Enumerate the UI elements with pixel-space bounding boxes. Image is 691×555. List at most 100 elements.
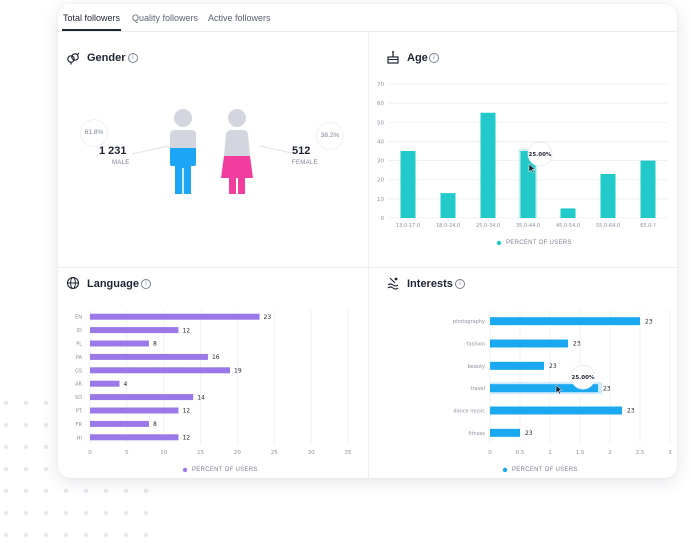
language-info-icon[interactable]: i <box>141 279 151 289</box>
age-y-tick: 50 <box>377 120 384 126</box>
language-x-tick: 35 <box>345 450 352 456</box>
interests-x-tick: 3 <box>668 450 672 456</box>
language-bar[interactable] <box>90 407 179 414</box>
age-tooltip-value: 25.00% <box>529 152 552 158</box>
female-label: FEMALE <box>292 160 318 166</box>
language-value-label: 12 <box>182 408 190 415</box>
language-bar[interactable] <box>90 394 194 401</box>
interests-value-label: 23 <box>645 318 653 325</box>
age-y-tick: 40 <box>377 139 384 145</box>
age-bar[interactable] <box>400 151 416 218</box>
language-x-tick: 25 <box>271 450 278 456</box>
age-bar[interactable] <box>600 173 616 218</box>
interests-bar[interactable] <box>490 361 544 370</box>
language-bar[interactable] <box>90 353 208 360</box>
language-bar[interactable] <box>90 434 179 441</box>
male-count: 1 231 <box>99 145 127 157</box>
language-category-label: FR <box>76 422 83 428</box>
language-bar[interactable] <box>90 420 149 427</box>
interests-x-tick: 2.5 <box>636 450 645 456</box>
language-value-label: 4 <box>123 381 127 388</box>
interests-bar[interactable] <box>490 339 568 348</box>
age-x-tick: 35.0-44.0 <box>516 223 540 229</box>
cursor-icon <box>528 163 536 174</box>
language-legend-dot <box>182 467 188 473</box>
active-tab-indicator <box>62 29 121 31</box>
interests-tooltip-value: 25.00% <box>572 375 595 381</box>
female-connector-line <box>260 145 296 155</box>
interests-value-label: 23 <box>525 430 533 437</box>
cake-icon <box>387 51 399 64</box>
language-value-label: 8 <box>153 421 157 428</box>
female-count: 512 <box>292 145 311 157</box>
age-x-tick: 25.0-34.0 <box>476 223 500 229</box>
interests-bar[interactable] <box>490 317 640 326</box>
followers-analytics-card: Total followers Quality followers Active… <box>58 4 677 478</box>
interests-legend-label: PERCENT OF USERS <box>512 467 578 473</box>
age-bar[interactable] <box>440 193 456 218</box>
language-x-tick: 5 <box>125 450 129 456</box>
language-x-tick: 15 <box>197 450 204 456</box>
language-legend-label: PERCENT OF USERS <box>192 467 258 473</box>
age-bar[interactable] <box>560 208 576 218</box>
interests-legend-dot <box>502 467 508 473</box>
gender-info-icon[interactable]: i <box>128 53 138 63</box>
followers-tabs: Total followers Quality followers Active… <box>58 4 677 32</box>
age-bar[interactable] <box>480 112 496 218</box>
age-x-tick: 18.0-24.0 <box>436 223 460 229</box>
age-x-tick: 45.0-54.0 <box>556 223 580 229</box>
language-bar[interactable] <box>90 380 120 387</box>
interests-value-label: 23 <box>627 408 635 415</box>
male-label: MALE <box>112 160 130 166</box>
column-divider <box>368 32 369 478</box>
age-y-tick: 70 <box>377 82 384 88</box>
interests-bar[interactable] <box>490 428 520 437</box>
language-x-tick: 0 <box>88 450 92 456</box>
interests-bar[interactable] <box>490 406 622 415</box>
interests-category-label: travel <box>470 386 485 392</box>
interests-category-label: fitness <box>468 431 485 437</box>
row-divider <box>58 267 677 268</box>
interests-category-label: dance music <box>453 409 485 415</box>
language-x-tick: 30 <box>308 450 315 456</box>
language-bar[interactable] <box>90 367 231 374</box>
tab-quality-followers[interactable]: Quality followers <box>132 13 199 23</box>
language-bar-chart: EN ID PL PA GS AR SO PT FR HI 23 12 8 16 19 4 14 12 8 12 0… <box>75 310 352 456</box>
language-category-label: SO <box>75 395 82 401</box>
male-figure-icon <box>170 109 196 194</box>
female-percent-badge: 38.2% <box>316 122 344 150</box>
interests-bar[interactable] <box>490 384 598 393</box>
globe-icon <box>66 276 80 290</box>
male-connector-line <box>132 145 168 155</box>
age-y-tick: 20 <box>377 178 384 184</box>
age-y-tick: 0 <box>381 216 385 222</box>
interests-icon <box>387 277 399 290</box>
tab-active-followers[interactable]: Active followers <box>208 13 271 23</box>
language-bar[interactable] <box>90 313 260 320</box>
interests-title: Interests <box>407 278 453 290</box>
interests-category-label: beauty <box>468 364 485 370</box>
interests-info-icon[interactable]: i <box>455 279 465 289</box>
language-category-label: AR <box>75 382 82 388</box>
language-x-tick: 10 <box>160 450 167 456</box>
interests-x-tick: 0 <box>488 450 492 456</box>
interests-category-label: fashion <box>467 342 485 348</box>
interests-value-label: 23 <box>549 363 557 370</box>
interests-x-tick: 1 <box>548 450 552 456</box>
interests-tooltip-bubble <box>570 364 596 390</box>
language-value-label: 23 <box>264 314 272 321</box>
tab-total-followers[interactable]: Total followers <box>63 13 121 23</box>
gender-title: Gender <box>87 52 126 64</box>
language-value-label: 8 <box>153 341 157 348</box>
age-x-tick: 13.0-17.0 <box>396 223 420 229</box>
female-figure-icon <box>221 109 253 194</box>
interests-value-label: 23 <box>573 341 581 348</box>
age-bar[interactable] <box>640 160 656 218</box>
language-bar[interactable] <box>90 340 149 347</box>
age-y-tick: 10 <box>377 197 384 203</box>
language-bar[interactable] <box>90 327 179 334</box>
interests-bar-chart: photography fashion beauty travel dance musi… <box>453 310 672 456</box>
interests-x-tick: 2 <box>608 450 612 456</box>
age-legend-dot <box>496 240 502 246</box>
age-info-icon[interactable]: i <box>429 53 439 63</box>
